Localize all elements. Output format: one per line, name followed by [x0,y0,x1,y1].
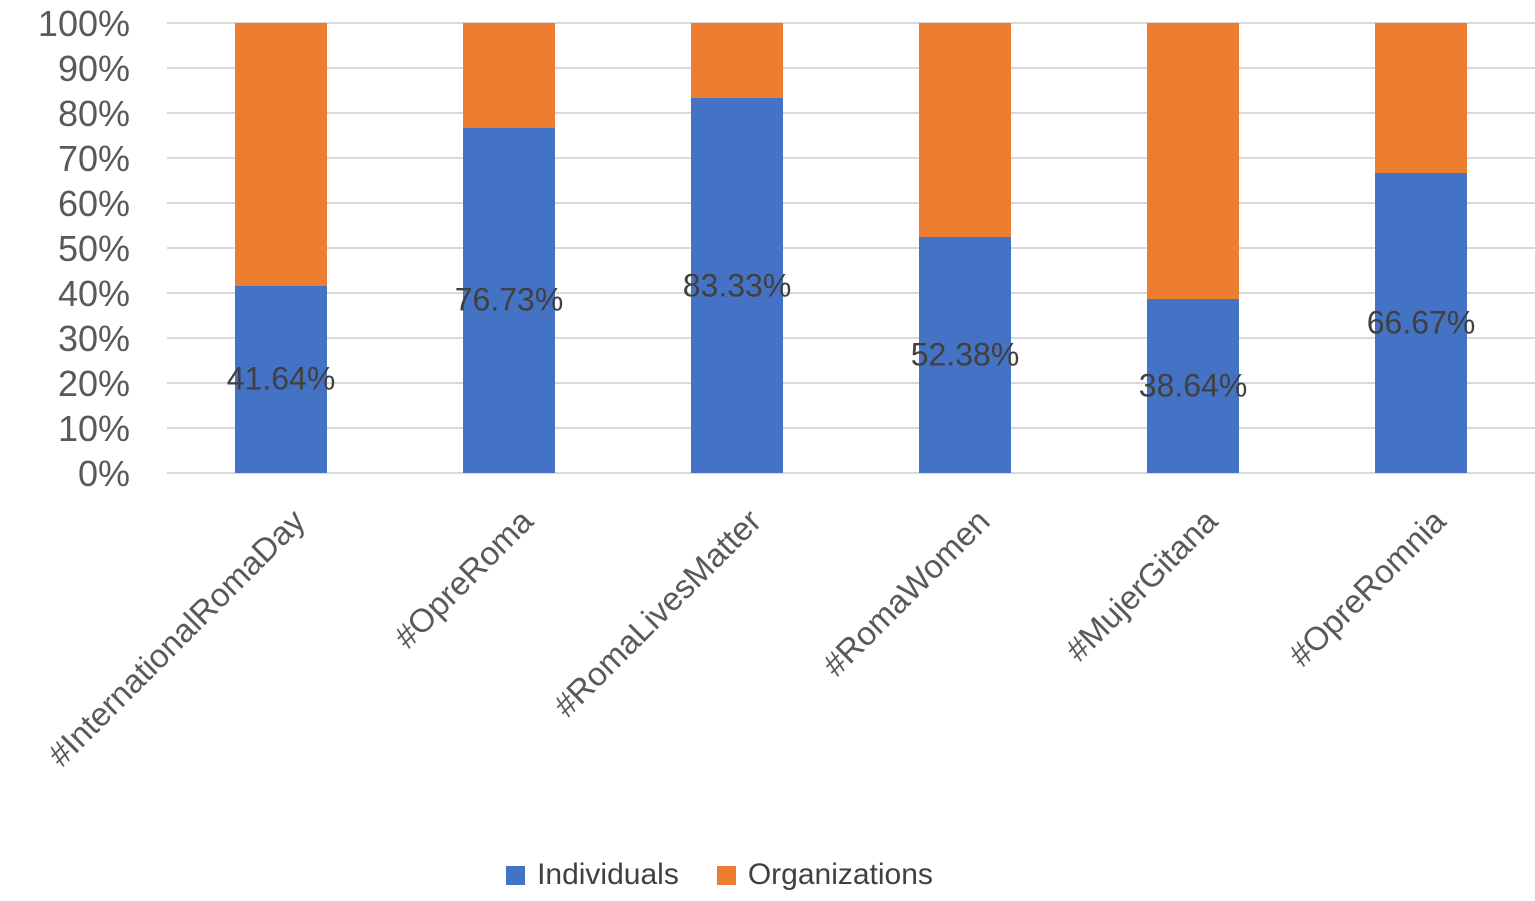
gridline-50% [167,247,1535,249]
gridline-0% [167,472,1535,474]
bar-segment-organizations-#RomaWomen [919,23,1011,238]
bar-segment-organizations-#InternationalRomaDay [235,23,327,286]
y-tick-label-70%: 70% [57,137,130,179]
legend-item-individuals: Individuals [506,858,679,892]
bar-segment-organizations-#OpreRoma [463,23,555,128]
gridline-100% [167,22,1535,24]
legend-item-organizations: Organizations [716,858,933,892]
bar-segment-organizations-#RomaLivesMatter [691,23,783,98]
y-tick-label-60%: 60% [57,182,130,224]
bar-segment-individuals-#OpreRomnia [1375,172,1467,473]
gridline-40% [167,292,1535,294]
data-label-#RomaLivesMatter: 83.33% [682,267,792,303]
data-label-#OpreRoma: 76.73% [454,281,564,318]
data-label-#InternationalRomaDay: 41.64% [226,360,336,397]
legend-label-organizations: Organizations [747,858,933,891]
y-tick-label-30%: 30% [57,317,130,359]
data-label-#MujerGitana: 38.64% [1138,367,1248,404]
legend: Individuals Organizations [0,845,1487,901]
category-label-#MujerGitana: #MujerGitana [1057,502,1225,669]
y-tick-label-50%: 50% [57,227,130,269]
y-tick-label-20%: 20% [57,362,130,404]
legend-label-individuals: Individuals [537,858,679,891]
gridline-80% [167,112,1535,114]
category-label-#InternationalRomaDay: #InternationalRomaDay [40,502,313,774]
bar-segment-organizations-#MujerGitana [1147,23,1239,300]
gridline-30% [167,337,1535,339]
bar-segment-individuals-#OpreRoma [463,127,555,473]
individuals-swatch-icon [506,865,526,885]
gridline-20% [167,382,1535,384]
category-label-#RomaWomen: #RomaWomen [814,502,997,684]
organizations-swatch-icon [716,865,736,885]
data-label-#OpreRomnia: 66.67% [1366,304,1476,341]
y-tick-label-90%: 90% [57,47,130,89]
y-tick-label-0%: 0% [77,452,130,494]
bar-segment-organizations-#OpreRomnia [1375,23,1467,173]
y-tick-label-100%: 100% [37,2,130,44]
y-tick-label-80%: 80% [57,92,130,134]
gridline-70% [167,157,1535,159]
category-label-#OpreRomnia: #OpreRomnia [1280,502,1453,674]
data-label-#RomaWomen: 52.38% [910,336,1020,373]
category-label-#OpreRoma: #OpreRoma [386,502,541,656]
gridline-60% [167,202,1535,204]
bar-segment-individuals-#InternationalRomaDay [235,285,327,473]
bar-segment-individuals-#RomaWomen [919,237,1011,473]
gridline-90% [167,67,1535,69]
gridline-10% [167,427,1535,429]
bar-segment-individuals-#MujerGitana [1147,299,1239,473]
bar-segment-individuals-#RomaLivesMatter [691,98,783,473]
category-label-#RomaLivesMatter: #RomaLivesMatter [546,502,769,724]
y-tick-label-40%: 40% [57,272,130,314]
y-tick-label-10%: 10% [57,407,130,449]
